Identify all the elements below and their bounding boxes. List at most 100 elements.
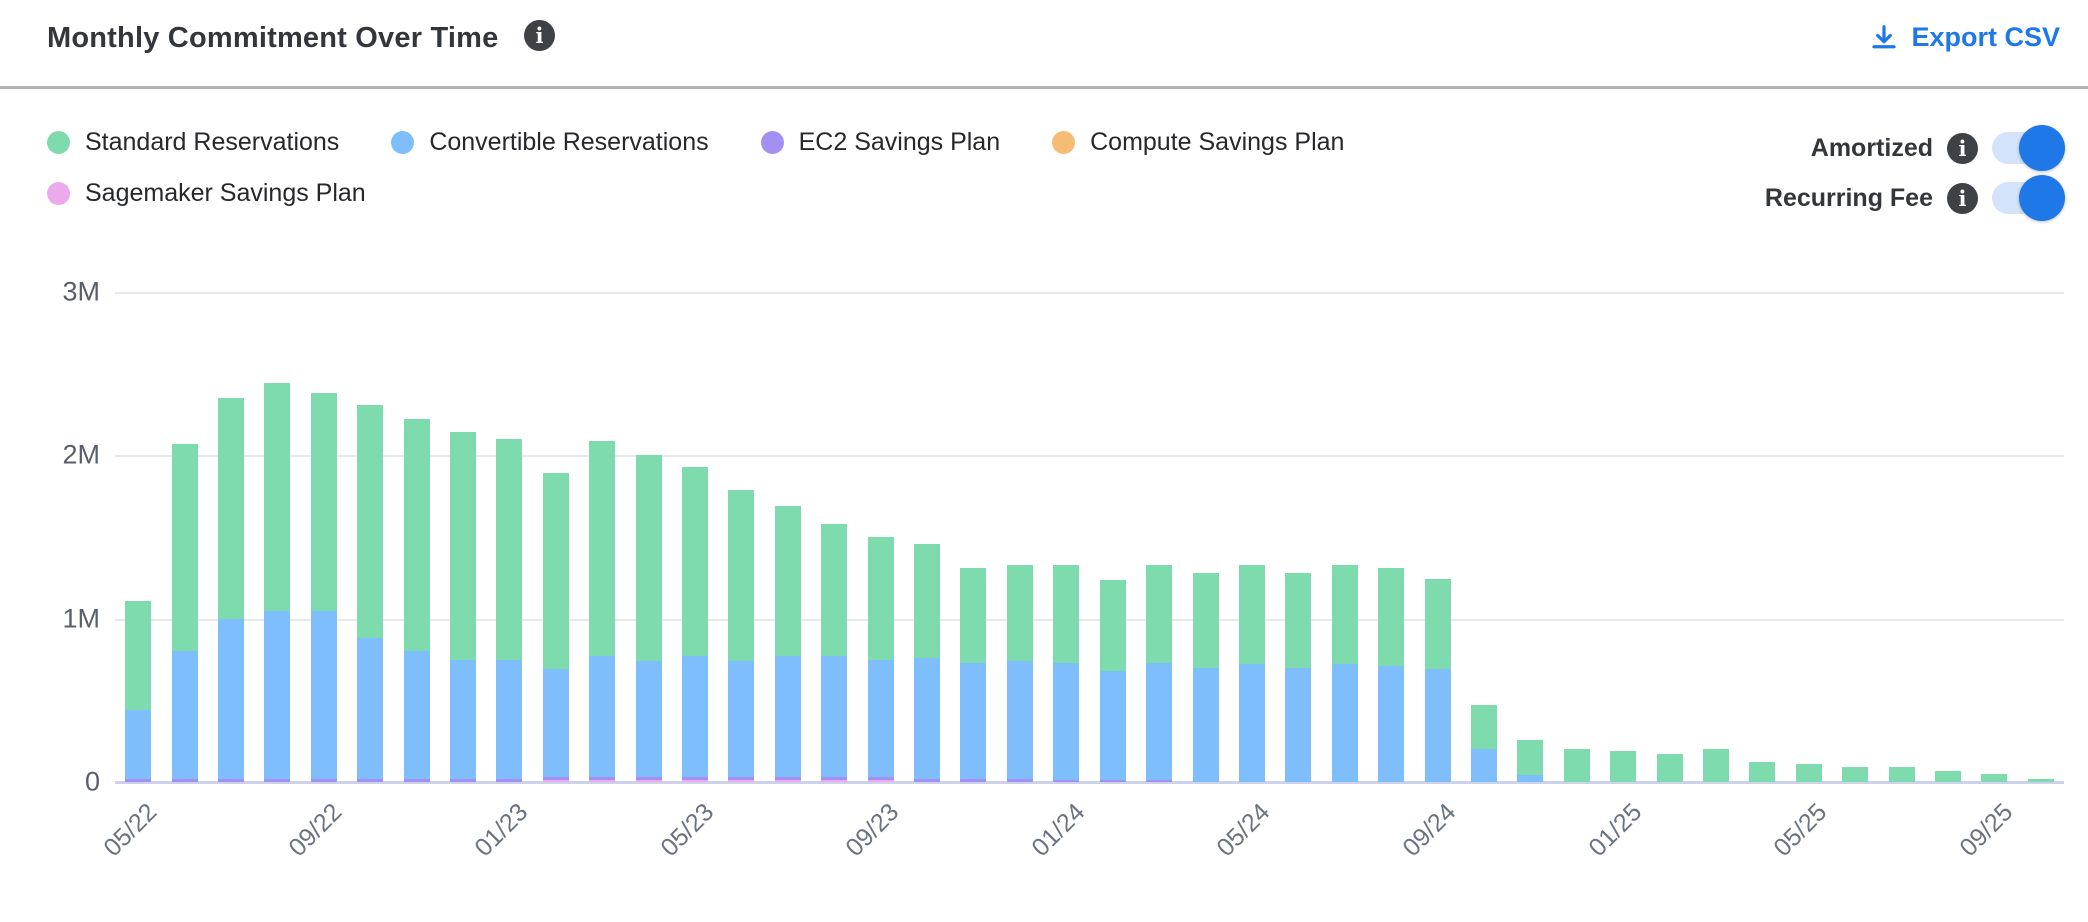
bar-08/25[interactable] bbox=[1934, 770, 1961, 782]
amortized-info-icon[interactable]: i bbox=[1947, 132, 1978, 164]
bar-06/25[interactable] bbox=[1842, 767, 1869, 782]
bar-segment-convertible bbox=[450, 659, 477, 779]
bar-segment-convertible bbox=[1053, 662, 1080, 781]
bar-08/22[interactable] bbox=[264, 383, 291, 782]
recurring-fee-label: Recurring Fee bbox=[1764, 183, 1933, 212]
bar-06/22[interactable] bbox=[171, 443, 198, 782]
bar-segment-ec2 bbox=[218, 778, 244, 782]
bar-segment-ec2 bbox=[821, 777, 848, 781]
bar-01/23[interactable] bbox=[496, 439, 523, 782]
bar-07/22[interactable] bbox=[218, 398, 244, 782]
bar-segment-standard bbox=[542, 473, 569, 670]
bar-segment-convertible bbox=[357, 638, 384, 779]
bar-segment-standard bbox=[450, 432, 477, 660]
bar-segment-standard bbox=[264, 383, 291, 611]
legend-item-ec2[interactable]: EC2 Savings Plan bbox=[760, 128, 1000, 157]
bar-06/23[interactable] bbox=[728, 489, 755, 782]
bar-05/24[interactable] bbox=[1238, 564, 1265, 782]
recurring-fee-toggle[interactable] bbox=[1992, 175, 2065, 221]
bar-segment-standard bbox=[1285, 572, 1312, 668]
amortized-toggle[interactable] bbox=[1992, 125, 2065, 171]
bar-01/24[interactable] bbox=[1053, 564, 1080, 782]
bar-04/24[interactable] bbox=[1192, 572, 1219, 782]
bar-segment-ec2 bbox=[589, 777, 616, 781]
bar-07/25[interactable] bbox=[1888, 767, 1915, 782]
bar-10/23[interactable] bbox=[914, 543, 941, 782]
bar-09/22[interactable] bbox=[310, 393, 337, 782]
legend-dot-icon bbox=[47, 131, 70, 154]
bar-12/24[interactable] bbox=[1563, 749, 1590, 782]
y-tick-label: 0 bbox=[84, 766, 100, 797]
bar-segment-convertible bbox=[1238, 664, 1265, 782]
bar-12/22[interactable] bbox=[450, 432, 477, 782]
bar-segment-ec2 bbox=[960, 778, 987, 782]
bar-segment-standard bbox=[1795, 764, 1822, 782]
bar-05/25[interactable] bbox=[1795, 764, 1822, 782]
bar-segment-sagemaker bbox=[635, 780, 662, 782]
bar-10/22[interactable] bbox=[357, 404, 384, 782]
bar-03/25[interactable] bbox=[1702, 749, 1729, 782]
bar-07/24[interactable] bbox=[1331, 564, 1358, 782]
bar-segment-standard bbox=[1934, 770, 1961, 782]
bar-10/24[interactable] bbox=[1470, 705, 1497, 782]
bar-segment-ec2 bbox=[171, 778, 198, 782]
bar-segment-ec2 bbox=[403, 778, 430, 782]
bar-07/23[interactable] bbox=[774, 505, 801, 782]
bar-segment-standard bbox=[1656, 754, 1683, 782]
bar-03/23[interactable] bbox=[589, 440, 616, 782]
bar-segment-standard bbox=[1146, 564, 1173, 663]
x-tick-label: 05/25 bbox=[1768, 798, 1833, 863]
legend-item-label: Compute Savings Plan bbox=[1090, 128, 1345, 156]
export-csv-button[interactable]: Export CSV bbox=[1869, 22, 2060, 53]
bar-segment-convertible bbox=[218, 618, 244, 779]
legend-item-compute[interactable]: Compute Savings Plan bbox=[1052, 128, 1344, 157]
bar-05/22[interactable] bbox=[125, 600, 152, 782]
bar-segment-convertible bbox=[264, 610, 291, 779]
bar-04/23[interactable] bbox=[635, 455, 662, 782]
bar-09/24[interactable] bbox=[1424, 579, 1451, 782]
bar-08/23[interactable] bbox=[821, 523, 848, 782]
bar-segment-standard bbox=[1981, 773, 2008, 782]
bar-segment-convertible bbox=[635, 661, 662, 778]
bar-04/25[interactable] bbox=[1749, 762, 1776, 782]
bar-segment-standard bbox=[310, 393, 337, 611]
bar-segment-convertible bbox=[496, 659, 523, 779]
bar-11/22[interactable] bbox=[403, 419, 430, 782]
bar-11/23[interactable] bbox=[960, 568, 987, 782]
bar-08/24[interactable] bbox=[1378, 568, 1405, 782]
legend-row: Standard Reservations Convertible Reserva… bbox=[47, 128, 1467, 230]
amortized-label: Amortized bbox=[1810, 133, 1933, 162]
bar-12/23[interactable] bbox=[1006, 564, 1033, 782]
bar-03/24[interactable] bbox=[1146, 564, 1173, 782]
legend-item-convertible[interactable]: Convertible Reservations bbox=[391, 128, 709, 157]
recurring-fee-toggle-row: Recurring Fee i bbox=[1764, 175, 2065, 221]
bar-05/23[interactable] bbox=[682, 466, 709, 782]
bar-segment-convertible bbox=[589, 656, 616, 778]
bar-02/23[interactable] bbox=[542, 473, 569, 782]
bar-segment-ec2 bbox=[542, 777, 569, 781]
legend-item-standard[interactable]: Standard Reservations bbox=[47, 128, 339, 157]
bar-segment-convertible bbox=[1285, 667, 1312, 782]
x-tick-label: 09/24 bbox=[1397, 798, 1462, 863]
bar-segment-standard bbox=[1749, 762, 1776, 782]
bar-segment-ec2 bbox=[125, 778, 152, 782]
bar-11/24[interactable] bbox=[1517, 739, 1544, 782]
bar-09/23[interactable] bbox=[867, 537, 894, 782]
bar-segment-standard bbox=[914, 543, 941, 658]
bar-09/25[interactable] bbox=[1981, 773, 2008, 782]
bar-06/24[interactable] bbox=[1285, 572, 1312, 782]
title-info-icon[interactable]: i bbox=[524, 20, 555, 51]
y-tick-label: 3M bbox=[62, 276, 100, 307]
bar-10/25[interactable] bbox=[2027, 778, 2054, 782]
x-tick-label: 09/25 bbox=[1954, 798, 2019, 863]
chart-legend: Standard Reservations Convertible Reserva… bbox=[47, 128, 1467, 230]
bar-01/25[interactable] bbox=[1610, 750, 1637, 782]
bar-segment-convertible bbox=[1378, 666, 1405, 782]
bar-02/24[interactable] bbox=[1099, 579, 1126, 782]
bar-segment-convertible bbox=[171, 651, 198, 779]
amortized-toggle-row: Amortized i bbox=[1765, 125, 2065, 171]
bar-02/25[interactable] bbox=[1656, 754, 1683, 782]
legend-item-sagemaker[interactable]: Sagemaker Savings Plan bbox=[47, 179, 366, 208]
recurring-fee-info-icon[interactable]: i bbox=[1947, 182, 1978, 214]
bar-segment-standard bbox=[1006, 564, 1033, 662]
